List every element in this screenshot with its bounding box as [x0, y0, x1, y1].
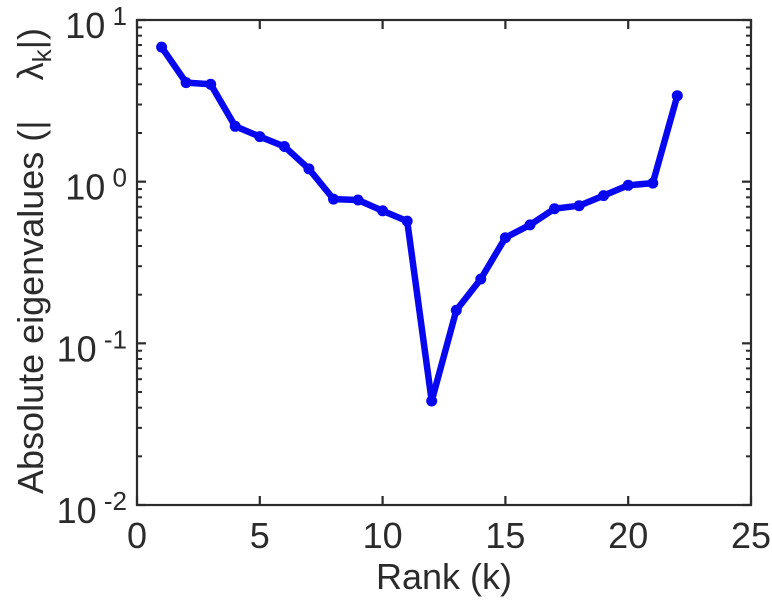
- lambda-subscript: k: [27, 49, 57, 63]
- y-axis-label: Absolute eigenvalues (| λk|): [10, 28, 57, 494]
- data-point-marker: [229, 120, 241, 132]
- data-point-marker: [180, 77, 192, 89]
- x-tick-label: 15: [485, 515, 525, 556]
- y-tick-label: 10 0: [65, 163, 127, 208]
- data-point-marker: [598, 190, 610, 202]
- x-tick-label: 25: [731, 515, 771, 556]
- data-point-marker: [426, 395, 438, 407]
- x-tick-label: 20: [608, 515, 648, 556]
- data-point-marker: [671, 90, 683, 102]
- data-point-marker: [278, 141, 290, 152]
- eigenvalue-series-line: [158, 43, 681, 405]
- x-tick-label: 5: [250, 515, 270, 556]
- x-tick-label: 0: [127, 515, 147, 556]
- data-point-marker: [303, 163, 315, 175]
- x-axis-label: Rank (k): [375, 556, 513, 597]
- data-point-marker: [549, 203, 560, 215]
- data-point-marker: [254, 131, 266, 143]
- y-axis-label-suffix: |): [10, 28, 51, 50]
- data-point-marker: [647, 177, 659, 189]
- y-tick-label: 10 -2: [57, 486, 127, 531]
- data-point-marker: [450, 304, 462, 316]
- data-point-marker: [377, 205, 389, 217]
- data-point-marker: [499, 232, 511, 244]
- lambda-symbol: λ: [10, 62, 51, 81]
- data-point-marker: [401, 215, 413, 227]
- y-tick-label: 10 1: [65, 1, 127, 46]
- data-point-marker: [205, 78, 217, 90]
- data-point-marker: [328, 193, 339, 205]
- plot-box: [135, 18, 753, 507]
- data-point-marker: [573, 200, 585, 212]
- y-axis-label-prefix: Absolute eigenvalues (|: [10, 80, 51, 494]
- data-point-marker: [352, 194, 364, 206]
- y-tick-label: 10 -1: [57, 324, 127, 369]
- data-point-marker: [524, 219, 536, 231]
- data-point-marker: [475, 273, 487, 285]
- x-tick-label: 10: [363, 515, 403, 556]
- data-point-marker: [156, 41, 168, 53]
- data-point-marker: [622, 179, 634, 191]
